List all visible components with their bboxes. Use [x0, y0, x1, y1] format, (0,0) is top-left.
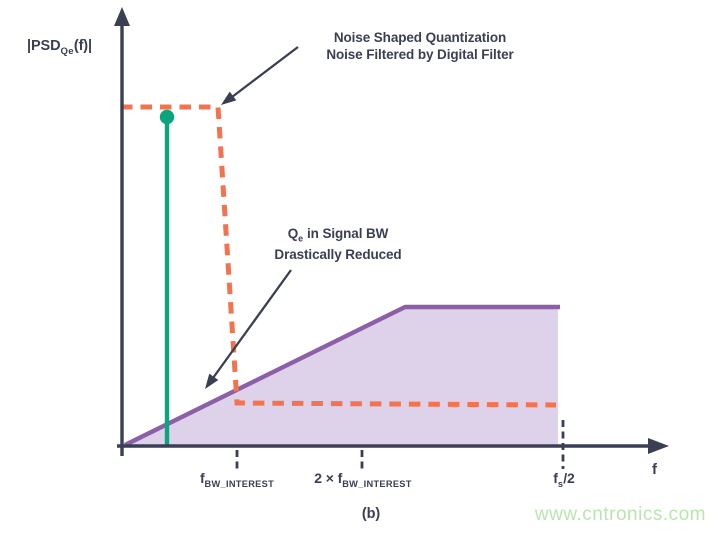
- annotation-qe-subscript: e: [298, 233, 304, 244]
- x-axis-arrowhead: [648, 438, 669, 454]
- tick-label-f-bw-interest: fBW_INTEREST: [200, 470, 274, 489]
- annotation-qe-base: Q: [287, 226, 299, 241]
- y-axis-label-prefix: |PSD: [27, 38, 61, 54]
- signal-tone-dot: [159, 109, 175, 125]
- tick1-base: f: [199, 470, 205, 486]
- tick2-subscript: BW_INTEREST: [342, 478, 412, 489]
- annotation-qe-reduced-line2: Drastically Reduced: [274, 247, 402, 263]
- annotation-qe-reduced: Qe in Signal BW Drastically Reduced: [274, 226, 401, 264]
- tick3-base: f: [553, 470, 558, 486]
- y-axis-label-subscript: Qe: [60, 45, 74, 57]
- annotation-noise-filter-line2: Noise Filtered by Digital Filter: [326, 46, 514, 62]
- noise-annotation-arrowhead: [221, 91, 237, 105]
- noise-annotation-arrow-line: [231, 46, 299, 98]
- annotation-qe-reduced-line1: Qe in Signal BW: [274, 226, 401, 247]
- annotation-qe-rest: in Signal BW: [303, 226, 389, 241]
- tick1-subscript: BW_INTEREST: [204, 478, 275, 489]
- tick2-base: 2 × f: [314, 470, 343, 486]
- y-axis-label: |PSDQe(f)|: [27, 38, 92, 57]
- watermark-text: www.cntronics.com: [534, 504, 706, 525]
- x-axis-title: f: [652, 461, 657, 478]
- figure-caption: (b): [361, 506, 381, 522]
- noise-shaped-psd-dashed-curve: [121, 104, 557, 408]
- y-axis-label-suffix: (f)|: [73, 38, 92, 54]
- tick3-subscript: s: [557, 478, 564, 489]
- tick-label-fs-over-2: fs/2: [553, 470, 575, 489]
- tick-label-2x-f-bw-interest: 2 × fBW_INTEREST: [314, 470, 411, 489]
- filtered-noise-area: [125, 306, 558, 445]
- qe-annotation-arrowhead: [205, 373, 219, 389]
- annotation-noise-filter: Noise Shaped Quantization Noise Filtered…: [326, 30, 513, 63]
- filtered-noise-boundary-line: [124, 304, 560, 447]
- annotation-noise-filter-line1: Noise Shaped Quantization: [333, 30, 507, 45]
- tick3-suffix: /2: [563, 470, 575, 486]
- qe-annotation-arrow-line: [212, 269, 292, 379]
- y-axis-arrowhead: [114, 7, 130, 26]
